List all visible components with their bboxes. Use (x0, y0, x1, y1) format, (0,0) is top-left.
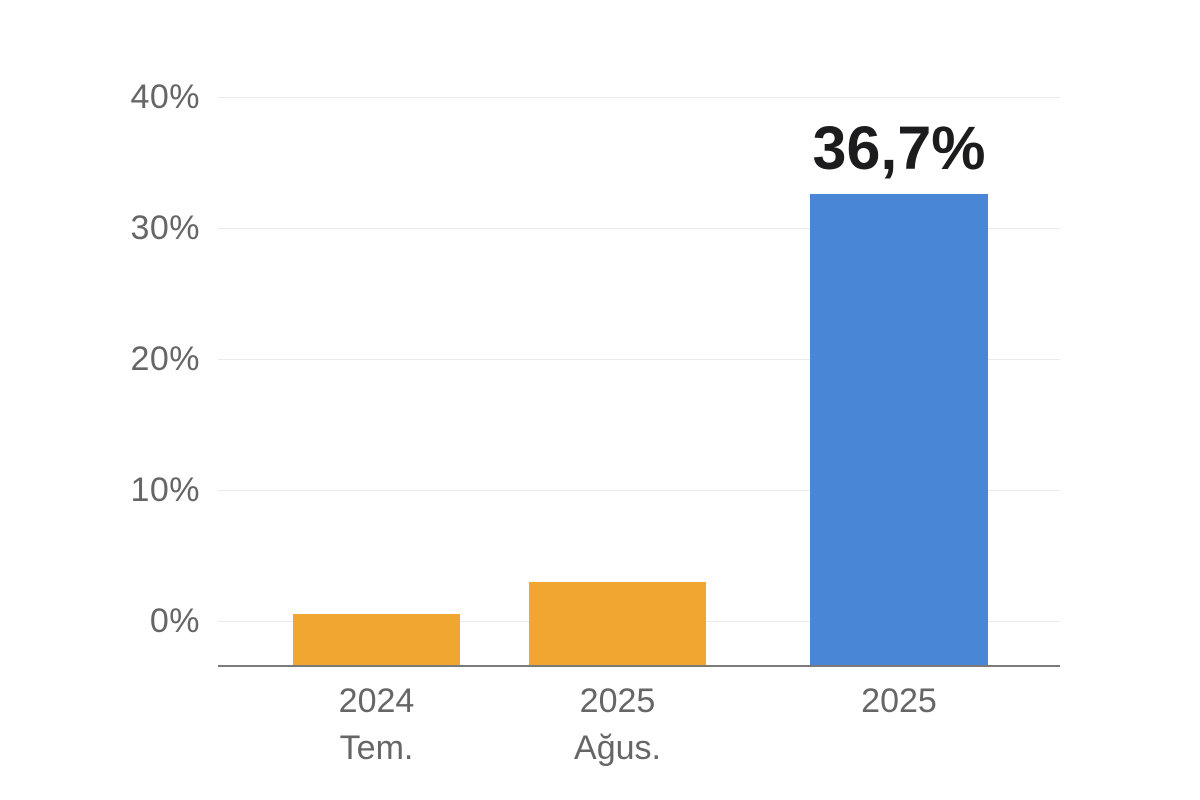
x-axis-line (218, 665, 1060, 667)
x-tick-label: 2024 Tem. (338, 682, 415, 767)
gridline-40% (218, 97, 1060, 98)
y-tick-label: 40% (130, 78, 200, 116)
gridline-20% (218, 359, 1060, 360)
y-tick-label: 30% (130, 209, 200, 247)
gridline-30% (218, 228, 1060, 229)
gridline-10% (218, 490, 1060, 491)
y-tick-label: 10% (130, 471, 200, 509)
x-tick-label: 2025 Ağus. (574, 682, 661, 767)
y-tick-label: 20% (130, 340, 200, 378)
bar-2025-ağus-[interactable] (529, 582, 706, 666)
bar-2025[interactable] (810, 194, 988, 666)
x-tick-label: 2025 (861, 682, 937, 720)
bar-value-label: 36,7% (812, 114, 986, 182)
bar-2024-tem-[interactable] (293, 614, 460, 666)
y-tick-label: 0% (149, 602, 200, 640)
